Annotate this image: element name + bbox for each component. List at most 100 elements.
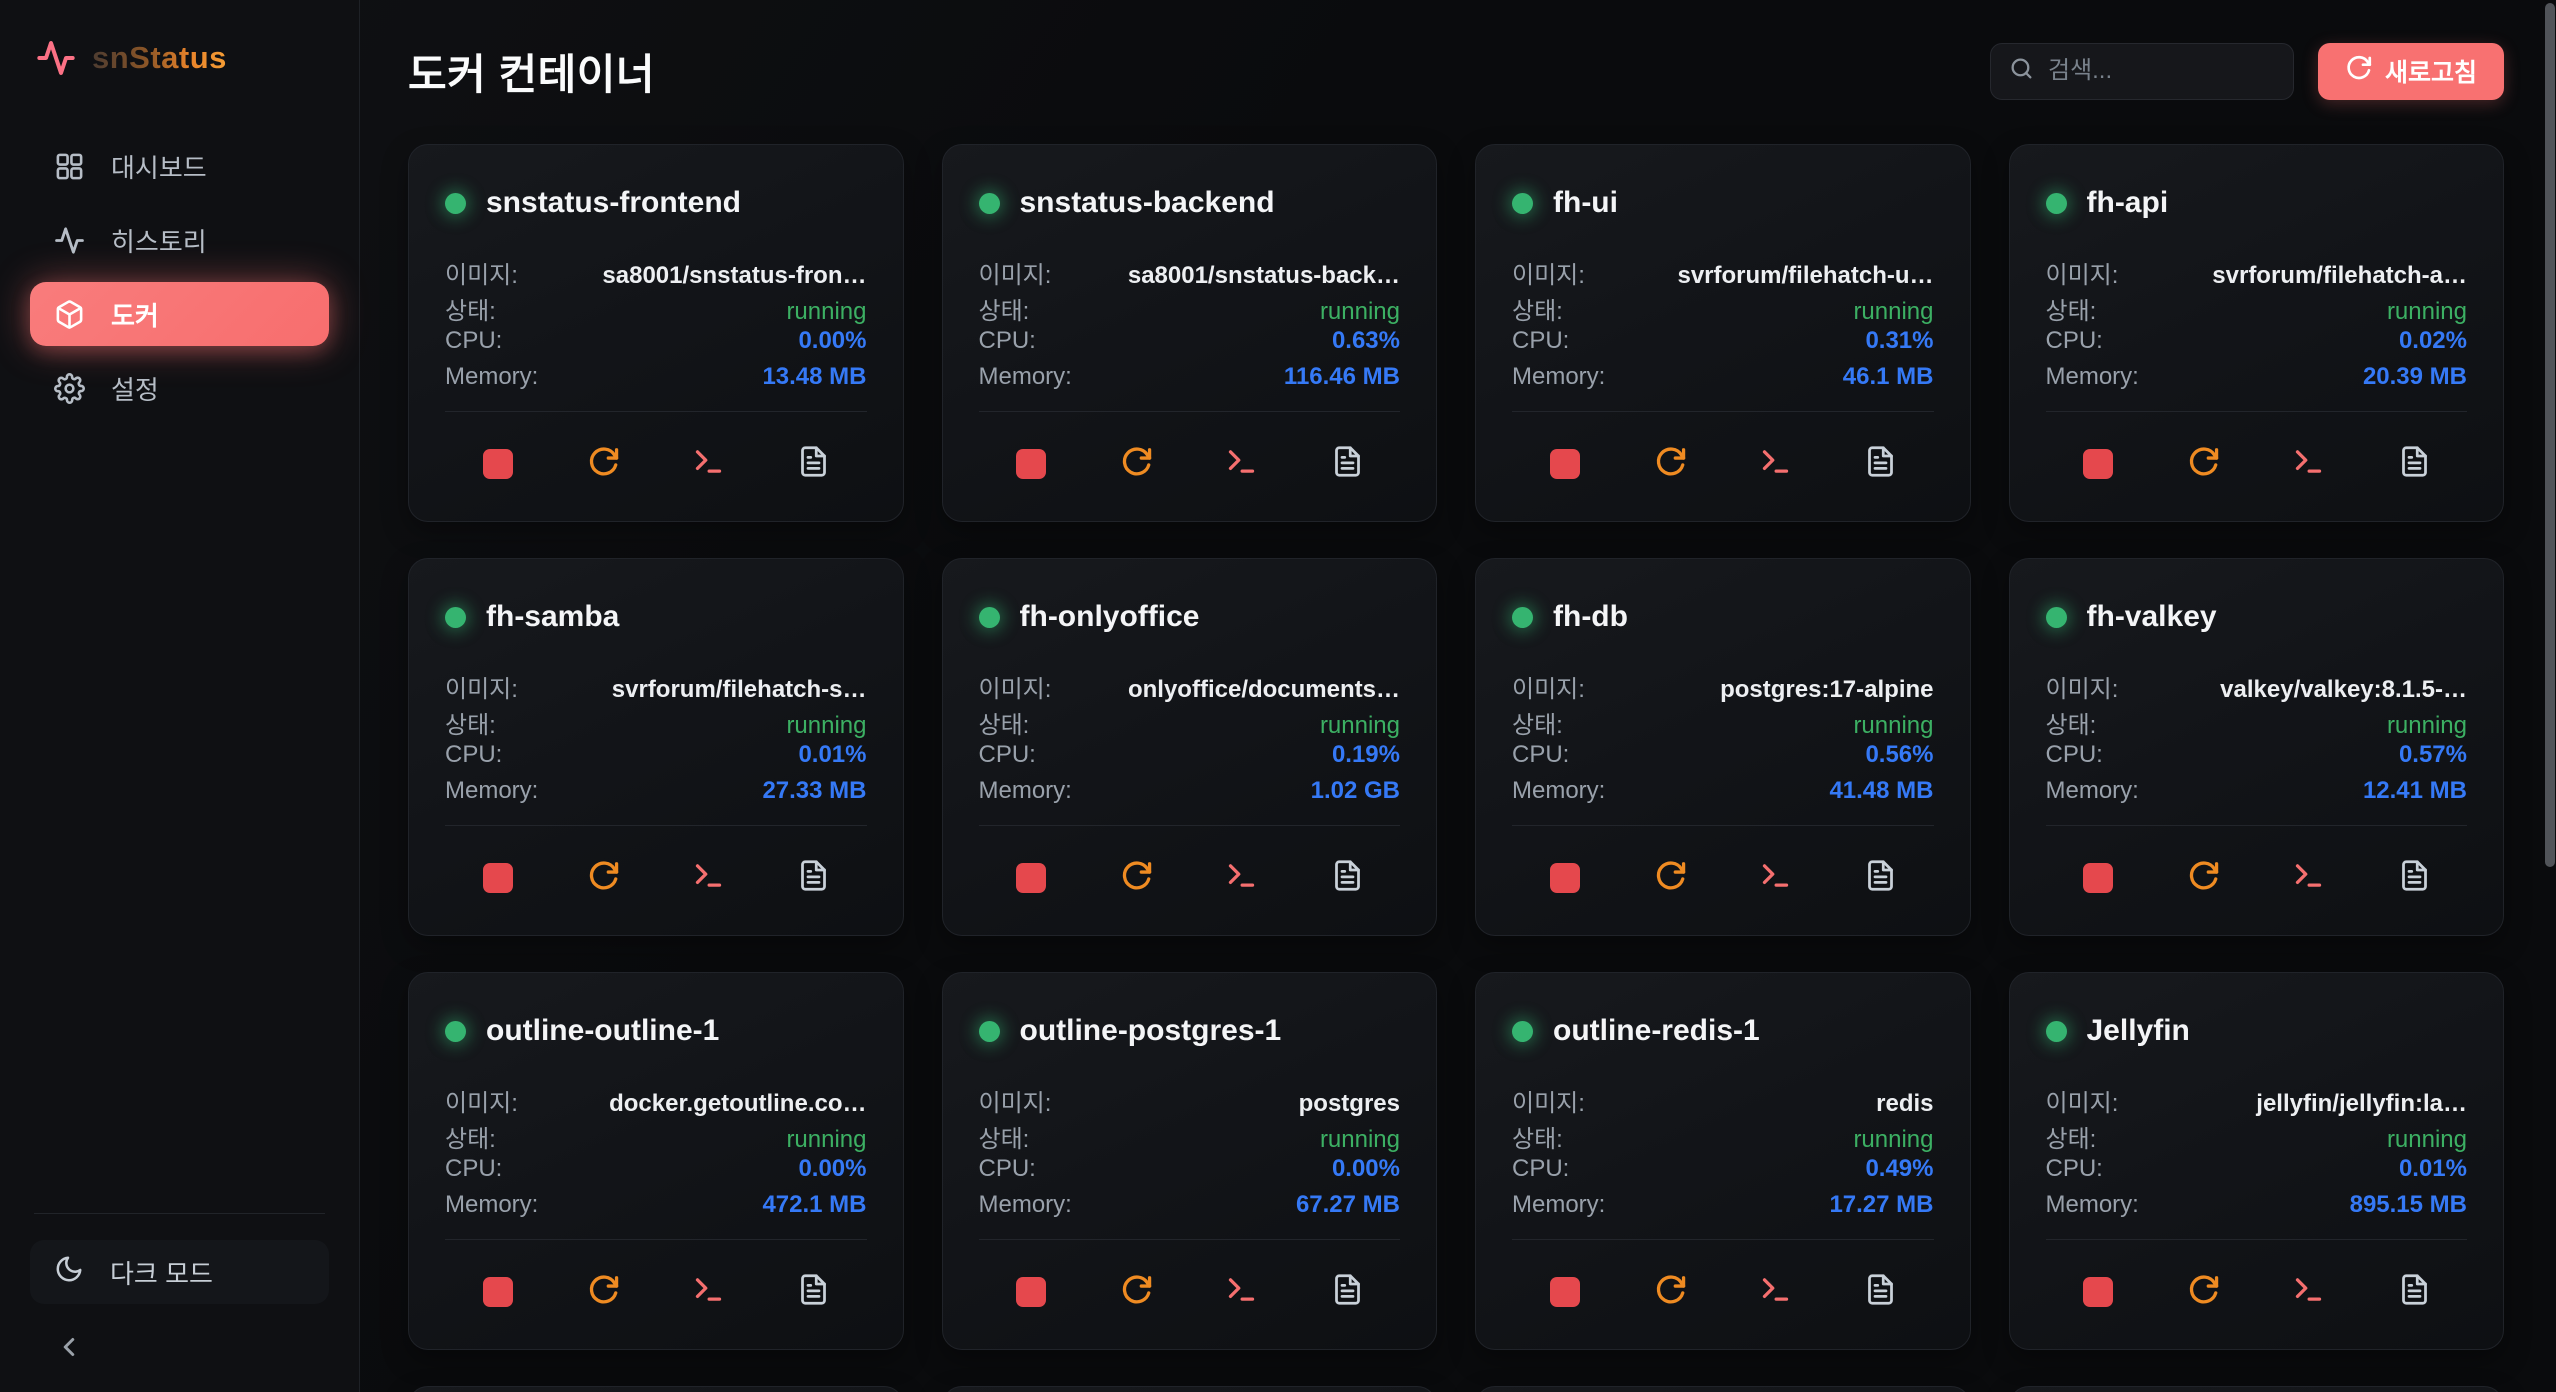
sidebar-item-settings[interactable]: 설정 — [30, 356, 329, 420]
memory-row: Memory: 13.48 MB — [445, 363, 867, 399]
terminal-icon — [2292, 445, 2325, 483]
stop-button[interactable] — [445, 1270, 550, 1314]
logs-button[interactable] — [2362, 1270, 2467, 1314]
refresh-icon — [2345, 54, 2372, 88]
scrollbar-thumb[interactable] — [2545, 3, 2555, 867]
status-value: running — [1319, 712, 1400, 739]
logs-button[interactable] — [761, 1270, 866, 1314]
stop-button[interactable] — [979, 1270, 1084, 1314]
logs-button[interactable] — [1828, 442, 1933, 486]
stop-square-icon — [1016, 1277, 1047, 1307]
terminal-button[interactable] — [2256, 442, 2361, 486]
logs-button[interactable] — [2362, 856, 2467, 900]
restart-button[interactable] — [2151, 856, 2256, 900]
restart-button[interactable] — [2151, 1270, 2256, 1314]
memory-label: Memory: — [2045, 363, 2139, 390]
container-card: fh-samba 이미지: svrforum/filehatch-s… 상태: … — [408, 558, 904, 936]
logs-button[interactable] — [761, 856, 866, 900]
restart-icon — [2187, 445, 2220, 483]
restart-button[interactable] — [1617, 856, 1722, 900]
stop-button[interactable] — [1512, 856, 1617, 900]
terminal-button[interactable] — [1189, 442, 1294, 486]
restart-button[interactable] — [1084, 442, 1189, 486]
stop-button[interactable] — [1512, 442, 1617, 486]
stop-button[interactable] — [445, 442, 550, 486]
logs-button[interactable] — [1295, 856, 1400, 900]
restart-button[interactable] — [550, 856, 655, 900]
sidebar-collapse-button[interactable] — [54, 1332, 88, 1366]
dark-mode-toggle[interactable]: 다크 모드 — [30, 1240, 329, 1304]
memory-value: 1.02 GB — [1310, 777, 1400, 804]
stop-button[interactable] — [979, 442, 1084, 486]
cpu-row: CPU: 0.57% — [2046, 741, 2468, 777]
stop-button[interactable] — [445, 856, 550, 900]
docker-box-icon — [54, 299, 85, 330]
logs-button[interactable] — [1295, 1270, 1400, 1314]
cpu-label: CPU: — [445, 1155, 503, 1182]
logs-button[interactable] — [1295, 442, 1400, 486]
terminal-button[interactable] — [656, 442, 761, 486]
memory-row: Memory: 41.48 MB — [1512, 777, 1934, 813]
sidebar-item-label: 도커 — [111, 300, 159, 331]
status-dot — [2045, 192, 2067, 214]
refresh-button[interactable]: 새로고침 — [2317, 42, 2504, 100]
terminal-button[interactable] — [1723, 1270, 1828, 1314]
restart-button[interactable] — [1084, 856, 1189, 900]
status-row: 상태: running — [979, 705, 1401, 741]
container-name: fh-valkey — [2086, 600, 2217, 633]
restart-icon — [2187, 859, 2220, 897]
logs-button[interactable] — [761, 442, 866, 486]
cpu-row: CPU: 0.01% — [2046, 1155, 2468, 1191]
restart-button[interactable] — [550, 1270, 655, 1314]
image-label: 이미지: — [1512, 676, 1585, 703]
stop-square-icon — [2083, 1277, 2114, 1307]
sidebar-item-label: 설정 — [111, 374, 159, 405]
sidebar-item-docker[interactable]: 도커 — [30, 282, 329, 346]
stop-button[interactable] — [2046, 856, 2151, 900]
terminal-button[interactable] — [1723, 856, 1828, 900]
terminal-button[interactable] — [1723, 442, 1828, 486]
card-divider — [445, 411, 867, 412]
restart-icon — [1654, 445, 1687, 483]
terminal-button[interactable] — [1189, 856, 1294, 900]
card-header: outline-redis-1 — [1512, 1011, 1934, 1051]
stop-square-icon — [482, 863, 513, 893]
memory-row: Memory: 1.02 GB — [979, 777, 1401, 813]
restart-icon — [1654, 859, 1687, 897]
terminal-button[interactable] — [656, 856, 761, 900]
stop-button[interactable] — [979, 856, 1084, 900]
status-value: running — [1319, 1126, 1400, 1153]
search-input[interactable] — [2047, 57, 2275, 85]
restart-button[interactable] — [550, 442, 655, 486]
restart-button[interactable] — [1617, 1270, 1722, 1314]
logs-button[interactable] — [2362, 442, 2467, 486]
status-value: running — [2386, 712, 2467, 739]
cpu-value: 0.01% — [798, 741, 867, 768]
restart-button[interactable] — [1084, 1270, 1189, 1314]
image-row: 이미지: sa8001/snstatus-back… — [979, 255, 1401, 291]
terminal-button[interactable] — [1189, 1270, 1294, 1314]
cpu-row: CPU: 0.00% — [445, 327, 867, 363]
terminal-button[interactable] — [2256, 1270, 2361, 1314]
logs-button[interactable] — [1828, 856, 1933, 900]
container-name: snstatus-backend — [1019, 186, 1275, 219]
stop-button[interactable] — [2046, 442, 2151, 486]
terminal-button[interactable] — [656, 1270, 761, 1314]
image-value: docker.getoutline.co… — [609, 1090, 867, 1117]
restart-button[interactable] — [1617, 442, 1722, 486]
card-divider — [1512, 1239, 1934, 1240]
logs-button[interactable] — [1828, 1270, 1933, 1314]
sidebar-item-dashboard[interactable]: 대시보드 — [30, 134, 329, 198]
status-value: running — [1853, 712, 1934, 739]
stop-button[interactable] — [1512, 1270, 1617, 1314]
stop-button[interactable] — [2046, 1270, 2151, 1314]
memory-label: Memory: — [2045, 1191, 2139, 1218]
card-header: fh-api — [2045, 183, 2468, 223]
container-name: fh-samba — [486, 600, 620, 633]
terminal-button[interactable] — [2256, 856, 2361, 900]
card-divider — [978, 411, 1400, 412]
terminal-icon — [692, 859, 725, 897]
restart-button[interactable] — [2151, 442, 2256, 486]
sidebar-item-history[interactable]: 히스토리 — [30, 208, 329, 272]
container-card: outline-redis-1 이미지: redis 상태: running C… — [1475, 972, 1971, 1350]
